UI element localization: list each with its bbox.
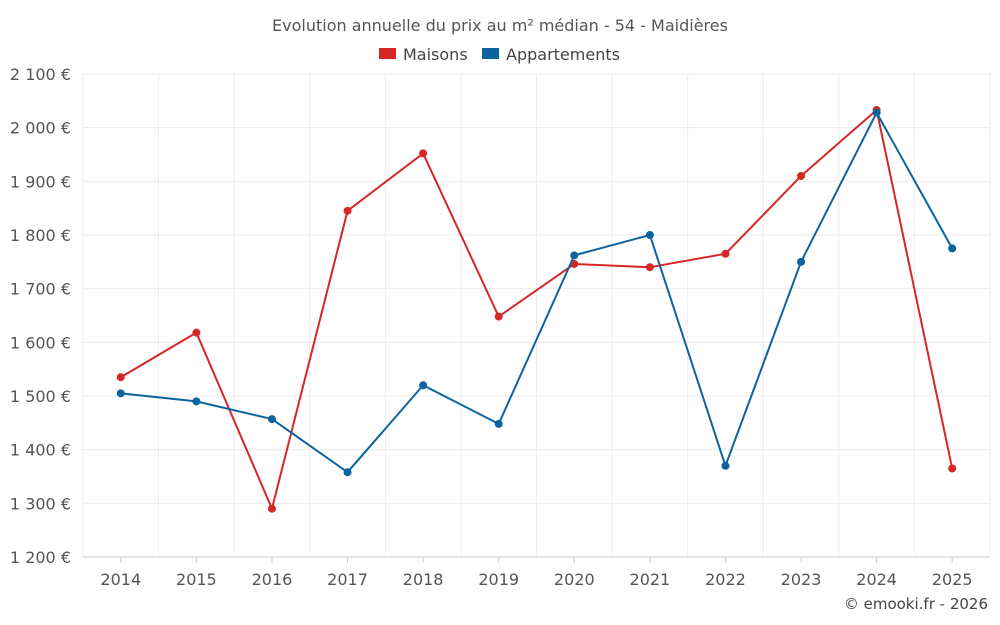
x-tick-label: 2025 [932,570,973,589]
data-point-maisons[interactable] [192,328,201,337]
legend-swatch-maisons [379,48,396,59]
x-tick-label: 2017 [327,570,368,589]
x-tick-label: 2023 [781,570,822,589]
data-point-appartements[interactable] [721,461,730,470]
series [116,105,957,513]
y-tick-label: 1 400 € [10,441,71,460]
y-tick-label: 1 500 € [10,387,71,406]
data-point-maisons[interactable] [721,249,730,258]
axes: 1 200 € 1 300 € 1 400 € 1 500 € 1 600 € 1 700… [10,65,990,589]
legend-label-appartements: Appartements [506,45,620,64]
x-tick-label: 2019 [478,570,519,589]
data-point-maisons[interactable] [419,149,428,158]
data-point-appartements[interactable] [116,389,125,398]
y-tick-label: 1 900 € [10,172,71,191]
data-point-maisons[interactable] [645,263,654,272]
legend-swatch-appartements [482,48,499,59]
data-point-appartements[interactable] [419,381,428,390]
data-point-appartements[interactable] [645,231,654,239]
y-tick-label: 2 000 € [10,119,71,138]
legend-item-appartements[interactable]: Appartements [482,45,620,64]
x-tick-label: 2016 [252,570,293,589]
series-line-appartements [120,111,954,474]
x-tick-label: 2022 [705,570,746,589]
data-point-appartements[interactable] [343,468,352,477]
data-point-maisons[interactable] [267,504,276,513]
legend-item-maisons[interactable]: Maisons [379,45,468,64]
data-point-appartements[interactable] [267,415,276,424]
data-point-maisons[interactable] [343,206,352,215]
data-point-appartements[interactable] [872,108,881,117]
y-tick-label: 1 300 € [10,494,71,513]
data-point-maisons[interactable] [116,373,125,382]
y-tick-label: 1 200 € [10,548,71,567]
y-tick-label: 2 100 € [10,65,71,84]
legend-label-maisons: Maisons [403,45,468,64]
x-tick-label: 2018 [403,570,444,589]
series-appartements [116,108,957,477]
y-tick-label: 1 700 € [10,280,71,299]
x-tick-label: 2020 [554,570,595,589]
grid [82,73,991,558]
x-tick-label: 2024 [856,570,897,589]
y-tick-label: 1 800 € [10,226,71,245]
legend: Maisons Appartements [379,45,620,64]
series-line-maisons [120,108,954,510]
data-point-maisons[interactable] [494,312,503,321]
x-tick-label: 2021 [630,570,671,589]
chart-title: Evolution annuelle du prix au m² médian … [272,16,728,35]
data-point-appartements[interactable] [948,244,957,253]
data-point-maisons[interactable] [948,464,957,473]
y-tick-label: 1 600 € [10,333,71,352]
data-point-maisons[interactable] [797,171,806,180]
data-point-appartements[interactable] [570,251,579,260]
series-maisons [116,105,957,513]
x-tick-label: 2015 [176,570,217,589]
credit: © emooki.fr - 2026 [844,595,988,613]
data-point-appartements[interactable] [192,397,201,406]
data-point-appartements[interactable] [494,419,503,428]
data-point-appartements[interactable] [797,257,806,266]
x-tick-label: 2014 [100,570,141,589]
